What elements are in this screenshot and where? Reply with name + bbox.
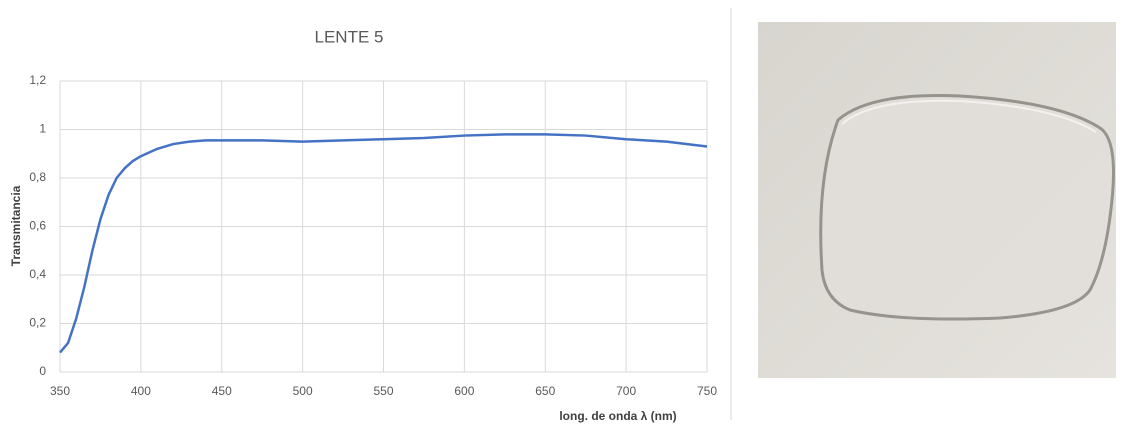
y-tick-label: 1,2	[29, 73, 46, 87]
y-tick-label: 0,2	[29, 316, 46, 330]
y-tick-label: 0,4	[29, 267, 46, 281]
x-tick-label: 550	[373, 384, 393, 398]
y-tick-label: 0,8	[29, 170, 46, 184]
y-tick-label: 0,6	[29, 219, 46, 233]
page: LENTE 5 long. de onda λ (nm) Transmitanc…	[0, 0, 1130, 426]
x-tick-label: 450	[212, 384, 232, 398]
y-axis-label: Transmitancia	[9, 185, 23, 266]
x-tick-label: 750	[697, 384, 717, 398]
x-tick-label: 350	[50, 384, 70, 398]
x-tick-label: 700	[616, 384, 636, 398]
lens-photo	[758, 22, 1116, 378]
x-tick-label: 600	[454, 384, 474, 398]
x-tick-label: 400	[131, 384, 151, 398]
y-tick-label: 0	[39, 364, 46, 378]
y-tick-label: 1	[39, 122, 46, 136]
x-tick-label: 650	[535, 384, 555, 398]
chart-title: LENTE 5	[315, 27, 384, 46]
x-axis-label: long. de onda λ (nm)	[559, 409, 676, 423]
x-tick-label: 500	[293, 384, 313, 398]
